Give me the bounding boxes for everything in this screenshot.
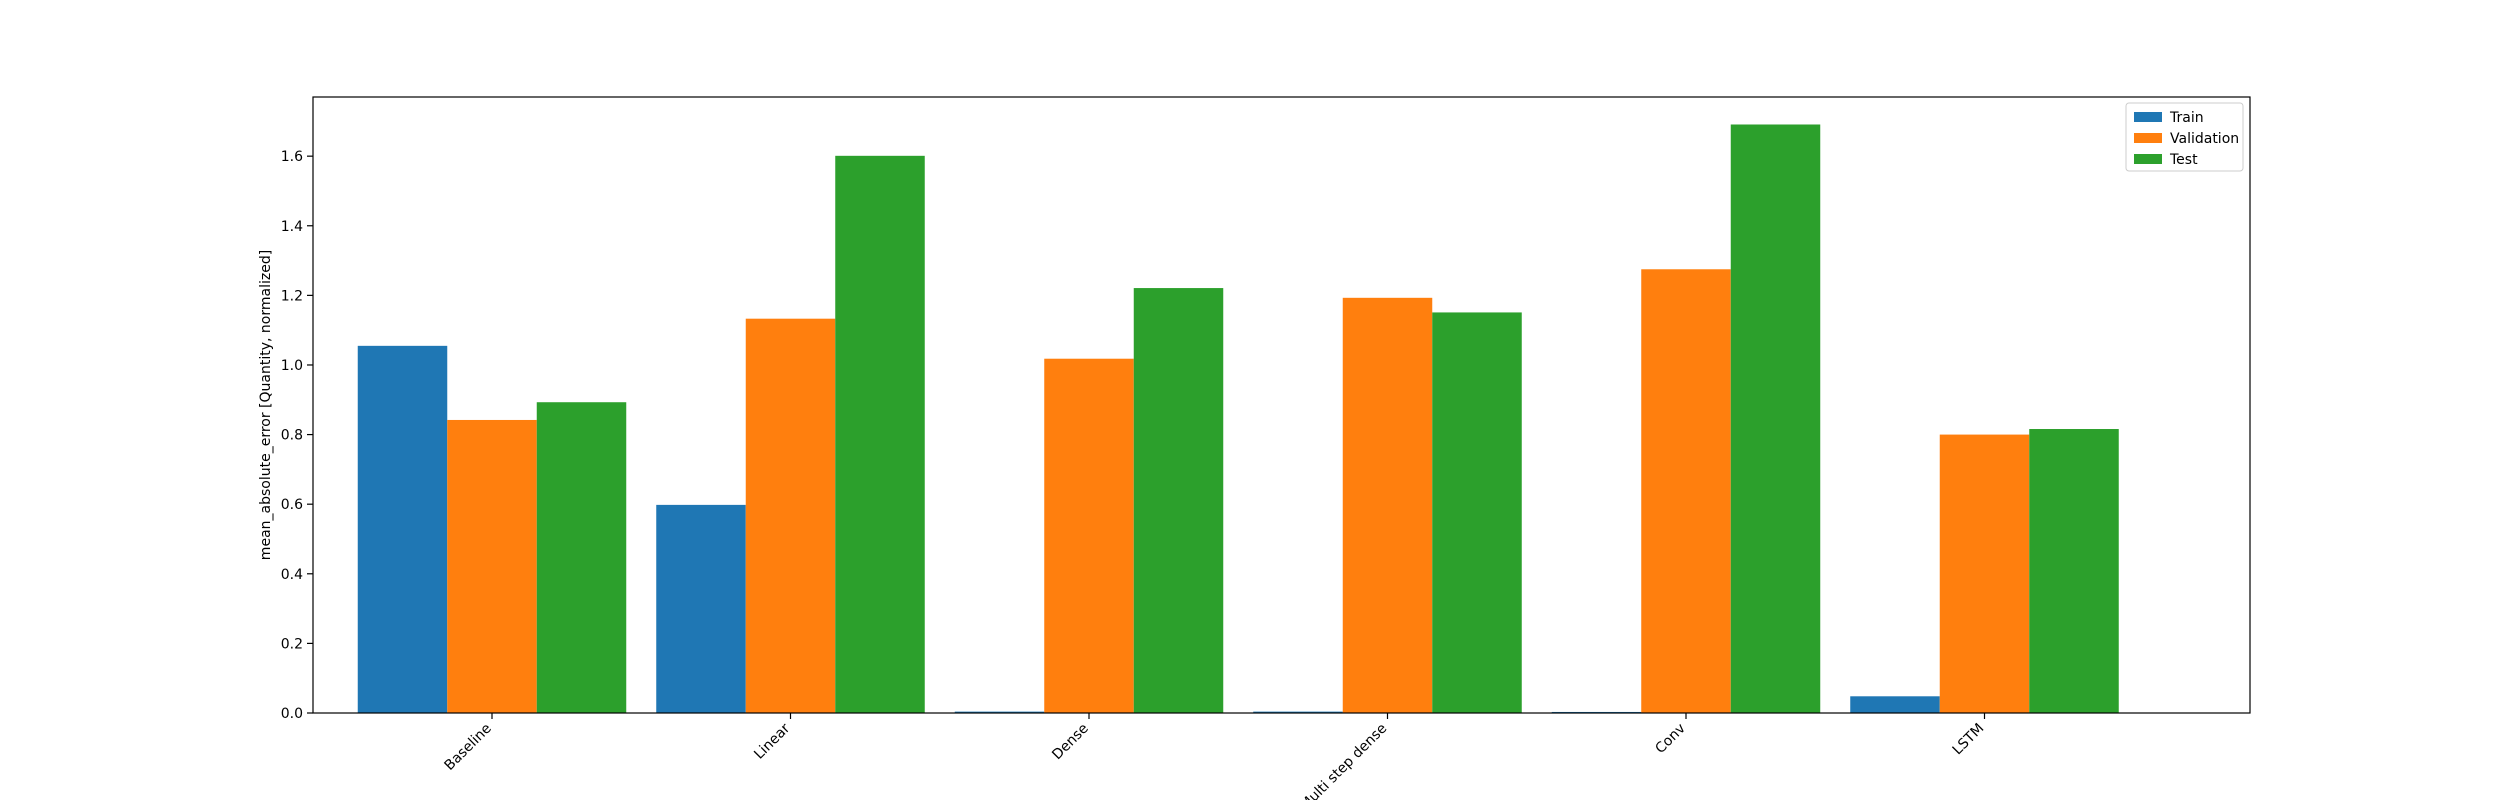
legend: Train Validation Test	[2125, 102, 2244, 172]
y-axis-label: mean_absolute_error [Quantity, normalize…	[258, 250, 274, 560]
x-tick-label: Multi step dense	[1297, 721, 1390, 800]
legend-swatch-train	[2134, 112, 2162, 122]
y-tick-label: 0.0	[281, 706, 303, 722]
legend-swatch-validation	[2134, 133, 2162, 143]
bar-train-linear	[656, 504, 746, 713]
x-tick-label: Linear	[751, 720, 793, 762]
y-tick-label: 0.2	[281, 636, 303, 652]
y-tick-label: 0.4	[281, 567, 303, 583]
bar-train-lstm	[1850, 696, 1940, 713]
legend-label-validation: Validation	[2170, 131, 2239, 147]
bar-validation-baseline	[447, 419, 537, 713]
bar-train-dense	[954, 711, 1045, 713]
x-tick-label: Dense	[1049, 721, 1092, 764]
bar-validation-multi-step-dense	[1342, 297, 1433, 713]
y-tick-label: 0.8	[281, 428, 303, 444]
y-tick-label: 0.6	[281, 497, 303, 513]
bar-test-linear	[835, 155, 925, 713]
bar-test-baseline	[536, 402, 627, 713]
bar-validation-linear	[745, 318, 836, 713]
y-tick-label: 1.4	[281, 219, 303, 235]
bar-train-multi-step-dense	[1253, 711, 1343, 713]
legend-swatch-test	[2134, 154, 2162, 164]
plot-frame	[312, 96, 2251, 714]
x-tick-label: Baseline	[442, 721, 495, 774]
bar-test-lstm	[2029, 429, 2119, 713]
legend-label-train: Train	[2169, 110, 2204, 126]
bar-validation-conv	[1641, 269, 1731, 713]
bar-test-dense	[1133, 288, 1224, 713]
y-tick-label: 1.2	[281, 288, 303, 304]
x-tick-label: LSTM	[1950, 721, 1988, 759]
bar-validation-lstm	[1939, 434, 2030, 713]
bar-validation-dense	[1044, 358, 1134, 713]
bars-layer	[357, 124, 2119, 714]
legend-label-test: Test	[2169, 152, 2198, 168]
y-tick-label: 1.0	[281, 358, 303, 374]
bar-train-baseline	[357, 345, 448, 713]
y-tick-label: 1.6	[281, 149, 303, 165]
bar-test-conv	[1730, 124, 1821, 714]
x-tick-label: Conv	[1652, 721, 1688, 757]
bar-test-multi-step-dense	[1432, 312, 1522, 713]
